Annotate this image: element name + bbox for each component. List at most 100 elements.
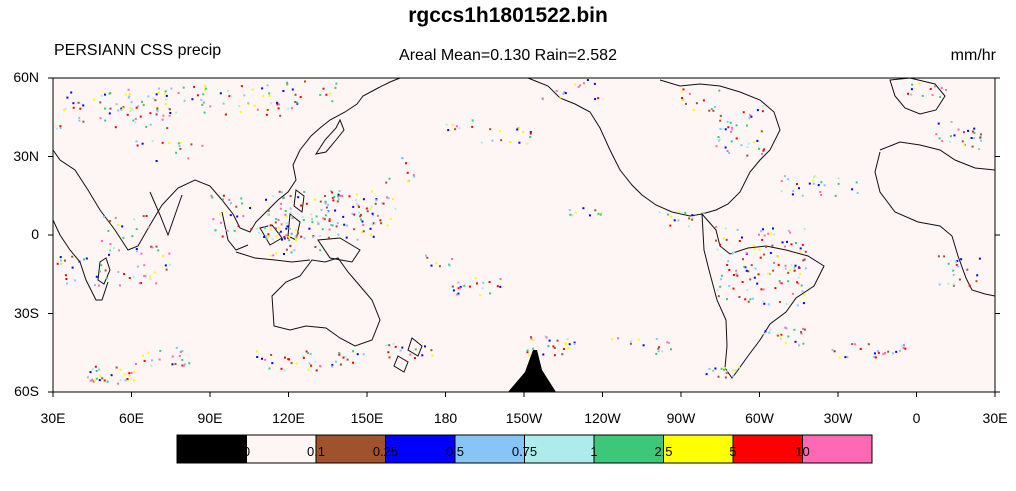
precip-speckle (891, 352, 894, 355)
precip-speckle (448, 264, 451, 267)
precip-speckle (142, 104, 145, 107)
precip-speckle (955, 263, 958, 266)
precip-speckle (837, 182, 840, 185)
precip-speckle (571, 214, 574, 217)
lat-label: 30S (14, 304, 39, 321)
precip-speckle (547, 345, 550, 348)
precip-speckle (736, 228, 739, 231)
precip-speckle (725, 371, 728, 374)
coastlines (52, 77, 996, 379)
precip-speckle (980, 139, 982, 142)
precip-speckle (337, 233, 340, 236)
precip-speckle (357, 204, 360, 207)
precip-speckle (714, 106, 717, 108)
precip-speckle (140, 252, 143, 255)
precip-speckle (177, 142, 180, 145)
precip-speckle (556, 339, 559, 342)
precip-speckle (496, 285, 499, 288)
precip-speckle (330, 223, 333, 226)
precip-speckle (283, 237, 286, 240)
precip-speckle (481, 287, 484, 290)
lat-label: 60S (14, 383, 39, 399)
precip-speckle (899, 349, 902, 352)
precip-speckle (64, 259, 66, 262)
precip-speckle (126, 113, 129, 116)
precip-speckle (288, 236, 291, 238)
precip-speckle (796, 304, 799, 307)
precip-speckle (973, 137, 976, 140)
precip-speckle (555, 89, 558, 92)
precip-speckle (315, 215, 318, 218)
precip-speckle (327, 203, 330, 206)
precip-speckle (589, 214, 591, 217)
colorbar-label: 0.25 (372, 444, 399, 459)
precip-speckle (412, 174, 415, 177)
precip-speckle (748, 117, 751, 120)
precip-speckle (294, 101, 297, 103)
precip-speckle (78, 260, 81, 263)
precip-speckle (726, 298, 728, 301)
precip-speckle (285, 227, 288, 230)
precip-speckle (286, 81, 289, 84)
precip-speckle (389, 217, 392, 220)
precip-speckle (459, 286, 462, 288)
precip-speckle (311, 221, 314, 224)
colorbar-swatch (663, 434, 734, 464)
precip-speckle (771, 244, 774, 247)
precip-speckle (104, 93, 106, 96)
colorbar-swatch (315, 434, 386, 464)
precip-speckle (764, 330, 767, 333)
precip-speckle (750, 264, 753, 267)
precip-speckle (118, 284, 121, 287)
precip-speckle (114, 126, 117, 129)
precip-speckle (179, 141, 182, 144)
precip-speckle (151, 359, 153, 362)
precip-speckle (104, 269, 107, 272)
precip-speckle (221, 235, 224, 238)
precip-speckle (714, 367, 717, 370)
precip-speckle (526, 351, 529, 354)
precip-speckle (333, 196, 336, 198)
precip-speckle (126, 379, 129, 382)
precip-speckle (762, 149, 765, 152)
precip-speckle (811, 179, 814, 182)
precip-speckle (266, 84, 269, 87)
precip-speckle (749, 298, 752, 301)
precip-speckle (874, 352, 876, 355)
precip-speckle (290, 107, 293, 110)
precip-speckle (719, 128, 722, 130)
precip-speckle (854, 343, 857, 346)
precip-speckle (193, 85, 196, 88)
precip-speckle (458, 287, 461, 290)
precip-speckle (141, 100, 143, 103)
precip-speckle (712, 369, 715, 372)
precip-speckle (725, 238, 728, 241)
precip-speckle (716, 289, 719, 292)
precip-speckle (406, 171, 409, 174)
precip-speckle (800, 331, 803, 334)
precip-speckle (376, 214, 379, 217)
precip-speckle (236, 215, 239, 218)
precip-speckle (980, 133, 982, 136)
precip-speckle (388, 177, 391, 180)
precip-speckle (268, 225, 270, 228)
precip-speckle (737, 366, 740, 369)
lat-label: 60N (13, 69, 39, 85)
precip-speckle (831, 348, 834, 351)
precip-speckle (134, 117, 137, 120)
precip-speckle (355, 193, 358, 196)
precip-speckle (175, 111, 178, 114)
precip-speckle (294, 235, 297, 237)
precip-speckle (779, 282, 782, 284)
precip-speckle (973, 127, 976, 130)
precip-speckle (302, 219, 305, 221)
precip-speckle (337, 195, 340, 198)
precip-speckle (122, 236, 125, 239)
precip-speckle (792, 190, 795, 192)
precip-speckle (319, 249, 322, 252)
lon-label: 0 (912, 410, 921, 426)
precip-speckle (597, 97, 600, 100)
precip-speckle (456, 293, 459, 296)
precip-speckle (458, 127, 461, 130)
precip-speckle (272, 195, 275, 198)
